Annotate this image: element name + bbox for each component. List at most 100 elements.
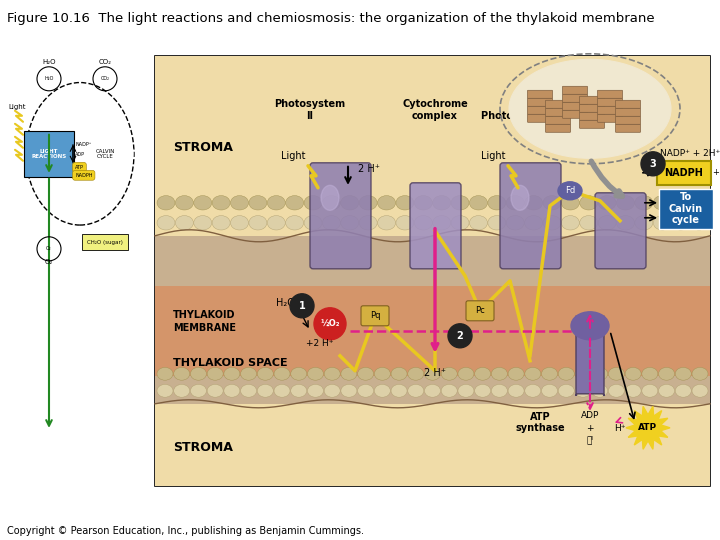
Text: H₂O: H₂O [42, 59, 55, 65]
Text: H₂O: H₂O [276, 298, 294, 308]
Ellipse shape [474, 384, 490, 397]
Ellipse shape [304, 195, 322, 210]
Ellipse shape [307, 384, 323, 397]
Text: CO₂: CO₂ [99, 59, 112, 65]
Text: +: + [586, 424, 594, 433]
Ellipse shape [543, 195, 561, 210]
Ellipse shape [176, 195, 194, 210]
FancyBboxPatch shape [528, 98, 552, 106]
FancyBboxPatch shape [546, 109, 570, 116]
Ellipse shape [433, 195, 451, 210]
Text: NADPH: NADPH [665, 168, 703, 178]
FancyBboxPatch shape [155, 286, 710, 376]
Ellipse shape [562, 215, 580, 230]
FancyBboxPatch shape [598, 90, 623, 98]
Text: H⁺: H⁺ [614, 424, 626, 433]
FancyBboxPatch shape [155, 56, 710, 486]
Ellipse shape [506, 195, 524, 210]
Ellipse shape [267, 195, 285, 210]
Ellipse shape [157, 195, 175, 210]
Ellipse shape [291, 384, 307, 397]
Ellipse shape [391, 384, 407, 397]
Ellipse shape [396, 195, 414, 210]
Ellipse shape [374, 384, 390, 397]
Ellipse shape [672, 195, 690, 210]
Text: CO₂: CO₂ [101, 76, 109, 82]
Ellipse shape [224, 367, 240, 380]
Ellipse shape [341, 195, 359, 210]
FancyBboxPatch shape [546, 124, 570, 132]
FancyBboxPatch shape [410, 183, 461, 269]
Ellipse shape [240, 384, 256, 397]
Ellipse shape [491, 367, 508, 380]
Ellipse shape [625, 384, 641, 397]
Ellipse shape [653, 195, 671, 210]
FancyBboxPatch shape [155, 236, 710, 286]
Ellipse shape [592, 384, 608, 397]
Ellipse shape [541, 384, 557, 397]
Text: STROMA: STROMA [173, 141, 233, 154]
Ellipse shape [324, 367, 340, 380]
Ellipse shape [396, 215, 414, 230]
Text: Copyright © Pearson Education, Inc., publishing as Benjamin Cummings.: Copyright © Pearson Education, Inc., pub… [7, 525, 364, 536]
Text: NADPH: NADPH [75, 173, 92, 178]
FancyBboxPatch shape [546, 116, 570, 124]
Text: 2 H⁺: 2 H⁺ [424, 368, 446, 378]
Text: ½O₂: ½O₂ [320, 319, 340, 328]
Ellipse shape [690, 215, 708, 230]
Ellipse shape [425, 384, 441, 397]
Ellipse shape [598, 195, 616, 210]
Ellipse shape [249, 195, 267, 210]
Ellipse shape [391, 367, 407, 380]
Ellipse shape [157, 215, 175, 230]
Ellipse shape [207, 367, 223, 380]
Ellipse shape [194, 215, 212, 230]
Ellipse shape [267, 215, 285, 230]
Ellipse shape [8, 59, 152, 249]
Ellipse shape [659, 367, 675, 380]
Ellipse shape [525, 215, 543, 230]
Ellipse shape [598, 215, 616, 230]
Circle shape [290, 294, 314, 318]
Text: Fd: Fd [565, 186, 575, 195]
Ellipse shape [659, 384, 675, 397]
Ellipse shape [616, 195, 634, 210]
Ellipse shape [635, 195, 653, 210]
Ellipse shape [642, 384, 658, 397]
FancyBboxPatch shape [616, 109, 641, 116]
FancyBboxPatch shape [580, 96, 605, 104]
Text: ADP: ADP [581, 411, 599, 420]
Text: Light: Light [481, 151, 505, 161]
Ellipse shape [541, 367, 557, 380]
Ellipse shape [469, 215, 487, 230]
Ellipse shape [176, 215, 194, 230]
FancyBboxPatch shape [310, 163, 371, 269]
Text: ADP: ADP [75, 152, 85, 157]
Ellipse shape [491, 384, 508, 397]
FancyBboxPatch shape [616, 124, 641, 132]
Ellipse shape [291, 367, 307, 380]
Circle shape [448, 324, 472, 348]
Ellipse shape [575, 367, 591, 380]
Text: Ⓓᴵ: Ⓓᴵ [587, 436, 593, 445]
FancyBboxPatch shape [546, 100, 570, 109]
Ellipse shape [488, 215, 506, 230]
FancyBboxPatch shape [155, 404, 710, 486]
Ellipse shape [157, 367, 173, 380]
Ellipse shape [642, 367, 658, 380]
Ellipse shape [249, 215, 267, 230]
Text: H₂O: H₂O [45, 76, 54, 82]
Circle shape [641, 152, 665, 176]
Ellipse shape [458, 367, 474, 380]
Ellipse shape [433, 215, 451, 230]
Text: O₂: O₂ [45, 259, 53, 265]
FancyBboxPatch shape [528, 90, 552, 98]
Ellipse shape [635, 215, 653, 230]
Ellipse shape [212, 195, 230, 210]
Text: O₂: O₂ [46, 246, 52, 251]
Ellipse shape [525, 195, 543, 210]
Text: Pq: Pq [370, 311, 380, 320]
Ellipse shape [257, 384, 274, 397]
Ellipse shape [341, 384, 357, 397]
Ellipse shape [692, 384, 708, 397]
